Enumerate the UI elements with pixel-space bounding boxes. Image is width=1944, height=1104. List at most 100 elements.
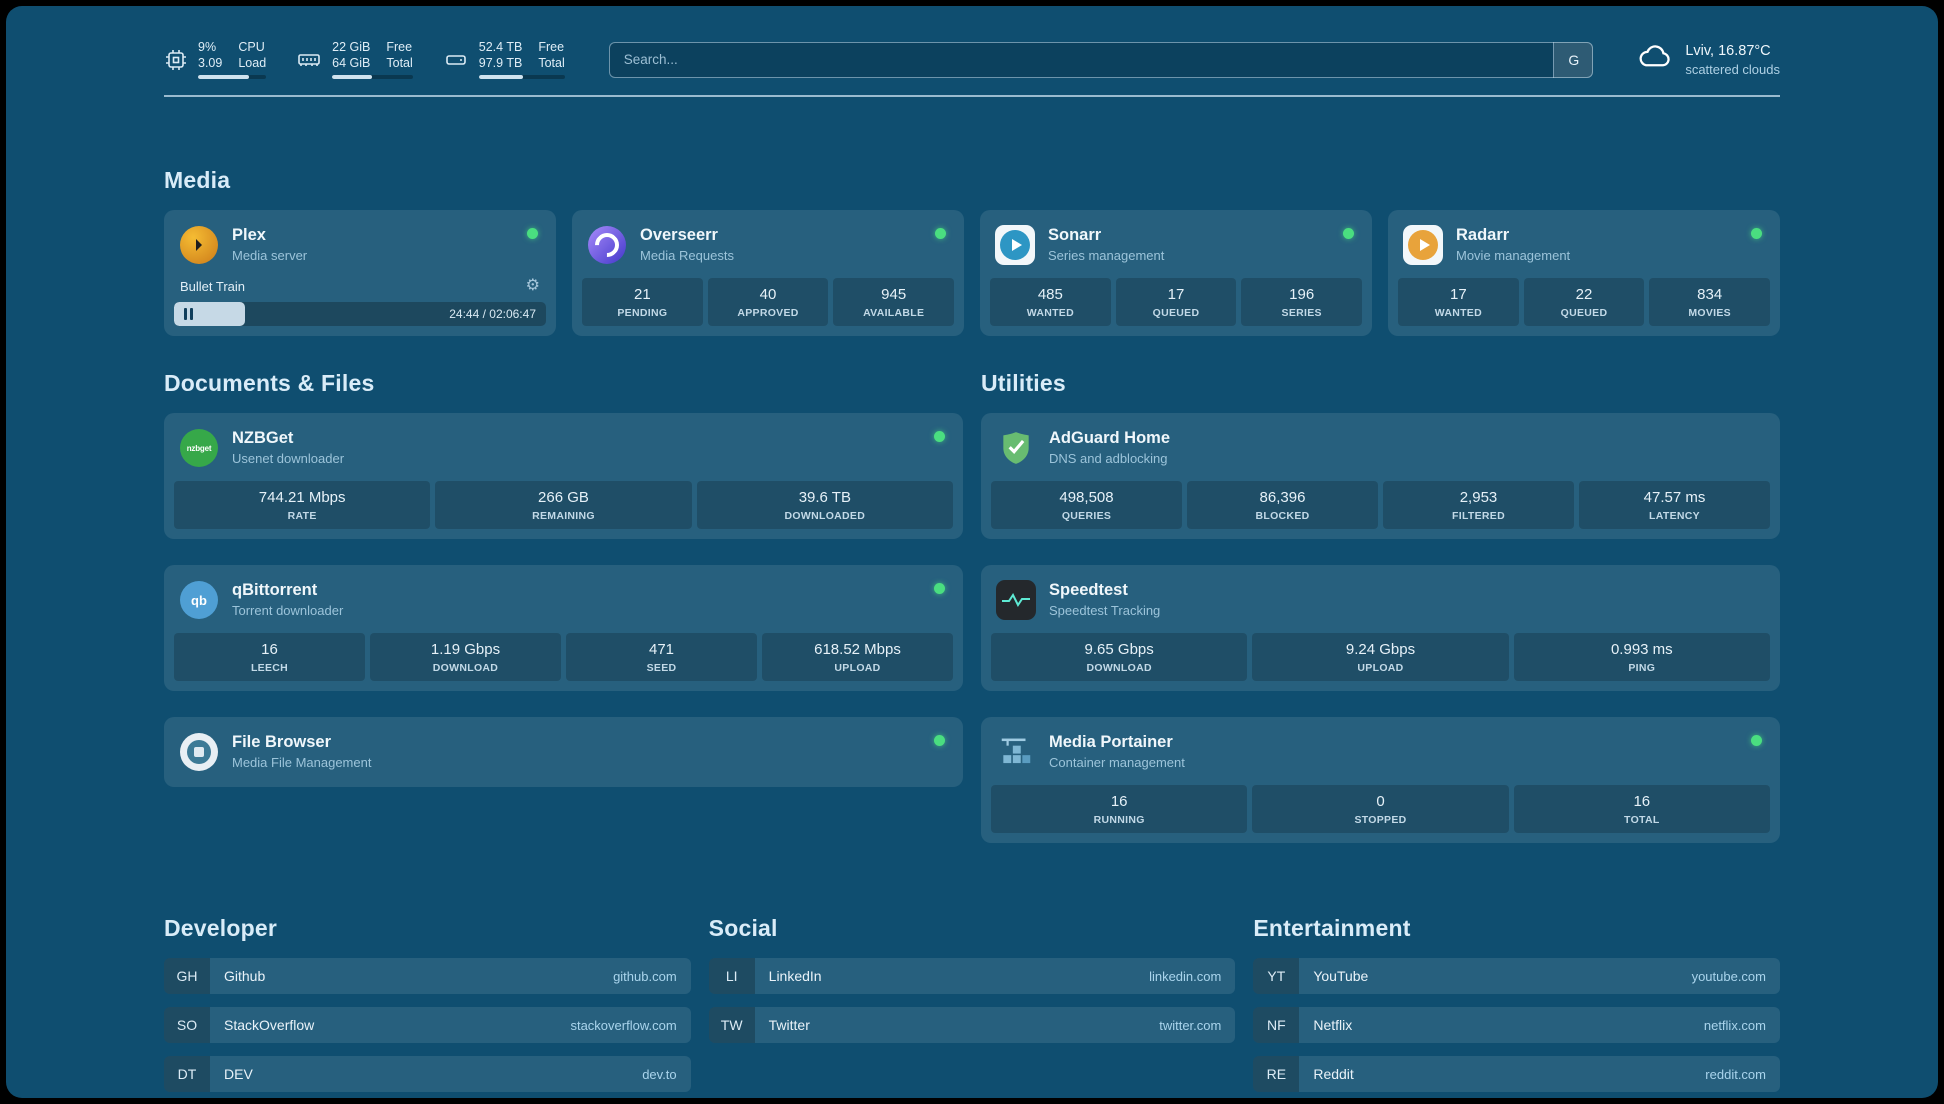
bookmark-name: Github	[224, 968, 266, 985]
section-title-documents: Documents & Files	[164, 370, 375, 397]
service-name: File Browser	[232, 733, 332, 752]
stat-seed: 471 SEED	[566, 633, 757, 682]
radarr-icon	[1402, 224, 1444, 266]
search-provider-button[interactable]: G	[1553, 41, 1594, 78]
bookmark-abbr: DT	[164, 1056, 210, 1093]
disk-labels: Free Total	[538, 40, 564, 71]
stat-downloaded: 39.6 TB DOWNLOADED	[696, 481, 953, 530]
pause-icon[interactable]	[184, 308, 193, 321]
memory-values: 22 GiB 64 GiB	[332, 40, 370, 71]
stat-queries: 498,508 QUERIES	[991, 481, 1182, 530]
service-card-overseerr[interactable]: Overseerr Media Requests 21 PENDING 40 A…	[572, 210, 964, 337]
bookmark-domain: twitter.com	[1159, 1017, 1222, 1033]
bookmark-domain: stackoverflow.com	[570, 1017, 677, 1033]
search-input[interactable]	[608, 41, 1594, 78]
stat-ping: 0.993 ms PING	[1513, 633, 1770, 682]
stat-pending: 21 PENDING	[582, 278, 703, 327]
bookmark-youtube[interactable]: YT YouTube youtube.com	[1253, 958, 1780, 995]
bookmark-domain: netflix.com	[1703, 1017, 1766, 1033]
resource-widgets: 9% 3.09 CPU Load	[164, 40, 565, 80]
service-subtitle: Speedtest Tracking	[1049, 603, 1161, 619]
service-name: Radarr	[1456, 226, 1510, 245]
service-card-filebrowser[interactable]: File Browser Media File Management	[164, 717, 963, 788]
stat-latency: 47.57 ms LATENCY	[1579, 481, 1770, 530]
bookmark-name: YouTube	[1313, 968, 1369, 985]
service-card-nzbget[interactable]: nzbget NZBGet Usenet downloader 744.21 M…	[164, 413, 963, 540]
player-time: 24:44 / 02:06:47	[449, 307, 536, 322]
status-dot	[934, 431, 945, 443]
service-card-plex[interactable]: Plex Media server Bullet Train ⚙ 24:44 /…	[164, 210, 556, 337]
service-subtitle: Media File Management	[232, 755, 372, 771]
section-title-media: Media	[164, 167, 231, 194]
bookmark-name: DEV	[224, 1066, 253, 1083]
status-dot	[527, 228, 538, 240]
bookmark-abbr: SO	[164, 1007, 210, 1044]
stat-approved: 40 APPROVED	[707, 278, 829, 327]
service-name: AdGuard Home	[1049, 429, 1171, 448]
bookmark-netflix[interactable]: NF Netflix netflix.com	[1253, 1007, 1780, 1044]
section-documents: Documents & Files nzbget NZBGet Usenet d…	[164, 370, 963, 869]
service-card-portainer[interactable]: Media Portainer Container management 16 …	[981, 717, 1780, 844]
stat-movies: 834 MOVIES	[1649, 278, 1771, 327]
bookmark-abbr: GH	[164, 958, 210, 995]
portainer-icon	[995, 731, 1037, 773]
stat-download: 1.19 Gbps DOWNLOAD	[370, 633, 561, 682]
service-card-speedtest[interactable]: Speedtest Speedtest Tracking 9.65 Gbps D…	[981, 565, 1780, 692]
service-name: Speedtest	[1049, 581, 1128, 600]
status-dot	[934, 735, 945, 747]
service-subtitle: Container management	[1049, 755, 1185, 771]
disk-label-top: Free	[538, 40, 565, 54]
sonarr-icon	[994, 224, 1036, 266]
memory-labels: Free Total	[386, 40, 412, 71]
bookmark-reddit[interactable]: RE Reddit reddit.com	[1253, 1056, 1780, 1093]
section-title-entertainment: Entertainment	[1253, 915, 1411, 942]
cpu-load: 3.09	[198, 55, 223, 70]
stat-rate: 744.21 Mbps RATE	[174, 481, 431, 530]
bookmarks-social: Social LI LinkedIn linkedin.com TW Twitt…	[708, 915, 1236, 1098]
weather-widget: Lviv, 16.87°C scattered clouds	[1637, 42, 1780, 77]
status-dot	[1343, 228, 1354, 240]
service-card-sonarr[interactable]: Sonarr Series management 485 WANTED 17 Q…	[980, 210, 1372, 337]
service-card-adguard[interactable]: AdGuard Home DNS and adblocking 498,508 …	[981, 413, 1780, 540]
section-title-utilities: Utilities	[981, 370, 1066, 397]
status-dot	[1751, 228, 1762, 240]
bookmark-github[interactable]: GH Github github.com	[164, 958, 691, 995]
speedtest-icon	[995, 579, 1037, 621]
service-subtitle: Series management	[1048, 248, 1165, 264]
topbar: 9% 3.09 CPU Load	[164, 40, 1780, 80]
service-card-qbittorrent[interactable]: qb qBittorrent Torrent downloader 16 LEE…	[164, 565, 963, 692]
bookmark-name: Netflix	[1313, 1017, 1353, 1034]
cpu-labels: CPU Load	[238, 40, 266, 71]
status-dot	[934, 583, 945, 595]
status-dot	[935, 228, 946, 240]
service-name: qBittorrent	[232, 581, 318, 600]
section-title-social: Social	[708, 915, 778, 942]
bookmark-stackoverflow[interactable]: SO StackOverflow stackoverflow.com	[164, 1007, 691, 1044]
service-subtitle: Movie management	[1456, 248, 1571, 264]
cpu-usage: 9%	[198, 40, 217, 54]
service-card-radarr[interactable]: Radarr Movie management 17 WANTED 22 QUE…	[1388, 210, 1780, 337]
bookmarks-entertainment: Entertainment YT YouTube youtube.com NF …	[1253, 915, 1780, 1098]
stat-upload: 9.24 Gbps UPLOAD	[1252, 633, 1509, 682]
bookmark-abbr: YT	[1253, 958, 1300, 995]
cpu-label-bottom: Load	[238, 55, 267, 70]
stat-leech: 16 LEECH	[174, 633, 365, 682]
section-media: Media Plex Media server	[164, 167, 1780, 337]
cloud-icon	[1637, 43, 1673, 76]
service-name: Plex	[232, 226, 266, 245]
weather-location: Lviv, 16.87°C	[1685, 43, 1771, 60]
adguard-icon	[995, 427, 1037, 469]
section-title-developer: Developer	[164, 915, 278, 942]
bookmark-twitter[interactable]: TW Twitter twitter.com	[708, 1007, 1236, 1044]
search-bar: G	[608, 41, 1594, 78]
bookmark-linkedin[interactable]: LI LinkedIn linkedin.com	[708, 958, 1236, 995]
bookmark-abbr: NF	[1253, 1007, 1300, 1044]
cpu-icon	[164, 48, 188, 72]
stat-upload: 618.52 Mbps UPLOAD	[762, 633, 953, 682]
memory-widget: 22 GiB 64 GiB Free Total	[296, 40, 413, 80]
stat-filtered: 2,953 FILTERED	[1383, 481, 1574, 530]
disk-icon	[443, 48, 469, 72]
memory-bar	[332, 75, 413, 80]
bookmark-dev[interactable]: DT DEV dev.to	[164, 1056, 691, 1093]
settings-gear-icon[interactable]: ⚙	[525, 277, 540, 295]
